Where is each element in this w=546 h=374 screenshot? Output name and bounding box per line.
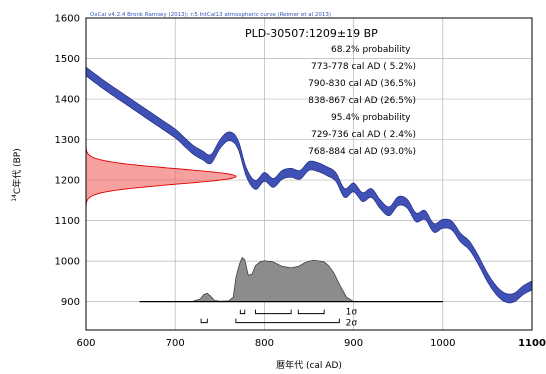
probability-header: 68.2% probability — [331, 45, 411, 55]
sigma1-range-bar — [239, 309, 246, 315]
calibrated-distribution — [139, 257, 443, 303]
radiocarbon-date-distribution — [85, 145, 237, 208]
y-axis-label-text: C年代 (BP) — [11, 148, 23, 194]
x-tick-label: 1000 — [430, 338, 455, 349]
sigma2-range-bar — [200, 318, 208, 324]
y-tick-label: 1600 — [55, 14, 80, 25]
y-tick-label: 900 — [61, 297, 80, 308]
probability-range: 838-867 cal AD (26.5%) — [308, 96, 416, 106]
x-tick-label: 1100 — [518, 338, 546, 349]
probability-range: 729-736 cal AD ( 2.4%) — [311, 130, 416, 140]
sigma1-label: 1σ — [346, 308, 358, 318]
x-axis-ticks: 600 700 800 900 1000 1100 — [76, 338, 545, 349]
sigma1-range-bar — [255, 309, 292, 315]
sigma2-range-bar — [235, 318, 340, 324]
y-axis-label-superscript: 14 — [11, 194, 18, 202]
probability-header: 95.4% probability — [331, 113, 411, 123]
range-bars — [200, 309, 340, 324]
x-tick-label: 700 — [166, 338, 185, 349]
credit-text: OxCal v4.2.4 Bronk Ramsey (2013); r:5 In… — [90, 12, 331, 18]
y-tick-label: 1300 — [55, 135, 80, 146]
y-axis-ticks: 900 1000 1100 1200 1300 1400 1500 1600 — [55, 14, 80, 309]
y-axis-label: 14C年代 (BP) — [11, 148, 23, 201]
chart-title: PLD-30507:1209±19 BP — [245, 27, 378, 40]
radiocarbon-gaussian — [85, 145, 237, 208]
probability-range: 773-778 cal AD ( 5.2%) — [311, 62, 416, 72]
x-tick-label: 600 — [76, 338, 95, 349]
calibrated-density — [139, 257, 443, 302]
probability-range: 790-830 cal AD (36.5%) — [308, 79, 416, 89]
sigma2-label: 2σ — [346, 319, 358, 329]
sigma1-range-bar — [297, 309, 325, 315]
x-axis-label: 暦年代 (cal AD) — [276, 359, 342, 371]
y-tick-label: 1000 — [55, 257, 80, 268]
x-tick-label: 900 — [344, 338, 363, 349]
y-tick-label: 1500 — [55, 54, 80, 65]
probability-list: 68.2% probability 773-778 cal AD ( 5.2%) 7… — [308, 45, 416, 157]
y-tick-label: 1200 — [55, 176, 80, 187]
y-tick-label: 1400 — [55, 95, 80, 106]
y-tick-label: 1100 — [55, 216, 80, 227]
probability-range: 768-884 cal AD (93.0%) — [308, 147, 416, 157]
plot-frame — [85, 17, 533, 331]
x-tick-label: 800 — [255, 338, 274, 349]
